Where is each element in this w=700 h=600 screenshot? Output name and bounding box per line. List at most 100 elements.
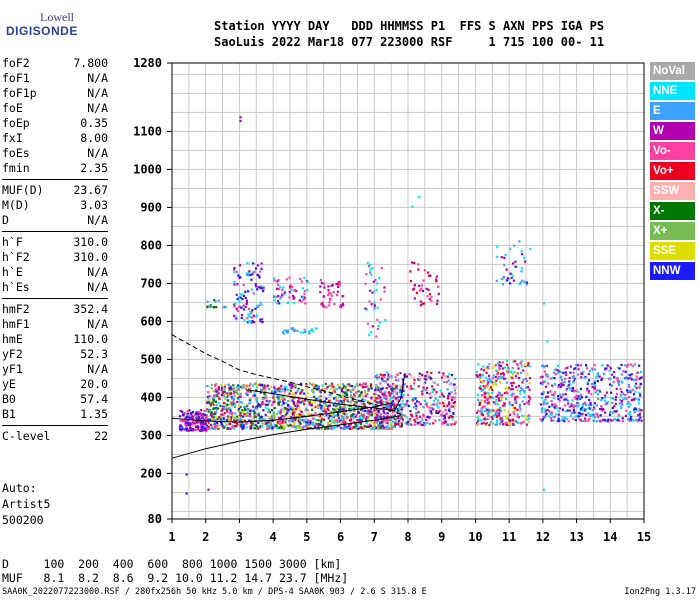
data-point xyxy=(352,417,355,420)
data-point xyxy=(603,399,607,402)
data-point xyxy=(229,386,232,389)
data-point xyxy=(212,407,215,411)
data-point xyxy=(222,426,225,429)
data-point xyxy=(492,409,495,412)
data-point xyxy=(576,397,579,400)
data-point xyxy=(625,377,628,380)
data-point xyxy=(179,409,182,413)
data-point xyxy=(340,417,343,421)
data-point xyxy=(390,388,393,391)
data-point xyxy=(429,410,432,413)
param-key: h`F2 xyxy=(2,250,30,264)
data-point xyxy=(333,387,336,390)
data-point xyxy=(242,426,245,429)
data-point xyxy=(241,427,244,430)
data-point xyxy=(286,412,289,415)
data-point xyxy=(486,412,489,415)
data-point xyxy=(254,307,257,310)
data-point xyxy=(183,411,186,415)
data-point xyxy=(384,382,387,385)
data-point xyxy=(307,392,310,395)
data-point xyxy=(601,397,604,400)
data-point xyxy=(306,280,309,283)
data-point xyxy=(305,425,308,428)
data-point xyxy=(503,377,506,380)
data-point xyxy=(246,409,249,412)
data-point xyxy=(396,420,399,423)
data-point xyxy=(399,395,402,398)
data-point xyxy=(291,327,294,331)
data-point xyxy=(452,383,455,386)
data-point xyxy=(543,416,547,419)
data-point xyxy=(449,403,452,406)
data-point xyxy=(382,393,386,396)
data-point xyxy=(296,389,299,392)
data-point xyxy=(435,404,438,407)
data-point xyxy=(288,419,291,422)
data-point xyxy=(233,398,236,401)
data-point xyxy=(391,389,394,392)
data-point xyxy=(572,381,575,384)
data-point xyxy=(560,396,563,399)
data-point xyxy=(422,413,425,416)
data-point xyxy=(209,395,212,398)
data-point xyxy=(422,302,425,305)
data-point xyxy=(524,377,527,380)
data-point xyxy=(270,403,274,406)
param-value: N/A xyxy=(87,280,108,294)
data-point xyxy=(259,405,262,408)
data-point xyxy=(583,401,587,404)
data-point xyxy=(601,409,604,412)
data-point xyxy=(527,400,530,403)
param-key: yE xyxy=(2,377,16,391)
y-tick-label: 500 xyxy=(140,352,162,366)
data-point xyxy=(194,414,197,417)
data-point xyxy=(216,422,219,425)
data-point xyxy=(215,394,219,397)
data-point xyxy=(587,391,590,394)
data-point xyxy=(278,426,281,429)
data-point xyxy=(277,410,280,413)
data-point xyxy=(544,402,547,405)
data-point xyxy=(370,427,373,430)
data-point xyxy=(418,372,421,375)
data-point xyxy=(376,427,379,430)
data-point xyxy=(520,270,523,273)
data-point xyxy=(244,405,247,408)
data-point xyxy=(398,425,402,428)
data-point xyxy=(282,425,286,428)
data-point xyxy=(260,262,263,265)
data-point xyxy=(191,411,194,414)
data-point xyxy=(629,390,632,394)
data-point xyxy=(549,390,552,393)
data-point xyxy=(329,419,332,423)
data-point xyxy=(204,427,207,430)
data-point xyxy=(501,419,504,422)
data-point xyxy=(626,389,629,392)
data-point xyxy=(450,374,454,377)
data-point xyxy=(527,386,530,389)
data-point xyxy=(482,385,485,388)
data-point xyxy=(380,377,383,380)
param-row: fmin 2.35 xyxy=(2,161,108,176)
data-point xyxy=(355,424,358,427)
data-point xyxy=(322,402,325,405)
parameters-panel: foF2 7.800 foF1 N/A foF1p N/A foE N/A foEp 0.35 fx… xyxy=(2,56,108,444)
data-point xyxy=(262,409,265,412)
data-point xyxy=(596,373,599,376)
data-point xyxy=(243,419,246,422)
data-point xyxy=(338,395,341,398)
data-point xyxy=(253,383,256,386)
data-point xyxy=(283,385,286,388)
data-point xyxy=(295,289,298,293)
data-point xyxy=(239,406,242,409)
param-key: fmin xyxy=(2,161,30,175)
data-point xyxy=(375,416,378,419)
data-point xyxy=(295,425,298,428)
data-point xyxy=(307,423,310,426)
data-point xyxy=(336,403,339,406)
data-point xyxy=(383,411,386,414)
data-point xyxy=(199,424,203,427)
data-point xyxy=(580,376,583,379)
data-point xyxy=(217,396,220,399)
